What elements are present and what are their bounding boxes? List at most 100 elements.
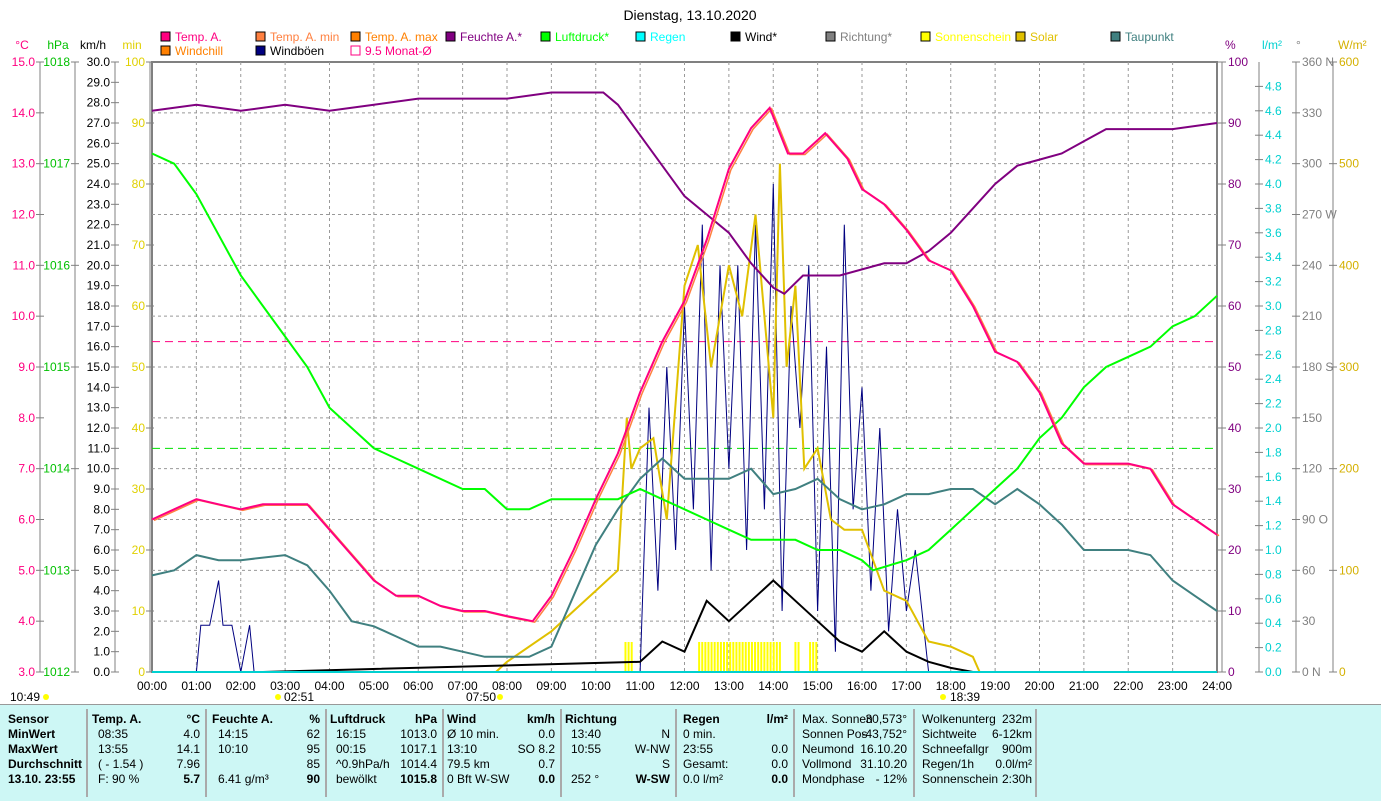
column-unit: % [265,711,320,727]
info-value: 232m [972,711,1032,727]
wind-tick-label: 17.0 [87,319,111,333]
rain-tick-label: 1.6 [1265,470,1282,484]
x-tick-label: 05:00 [359,679,389,693]
sun-icon [43,694,49,700]
rain-tick-label: 1.4 [1265,494,1282,508]
x-tick-label: 20:00 [1024,679,1054,693]
info-value: 900m [972,741,1032,757]
x-tick-label: 21:00 [1069,679,1099,693]
x-tick-label: 09:00 [536,679,566,693]
wind-tick-label: 22.0 [87,218,111,232]
chart-title: Dienstag, 13.10.2020 [623,7,756,23]
temp-tick-label: 12.0 [12,208,36,222]
sun_min-tick-label: 30 [132,482,146,496]
solar-tick-label: 300 [1339,360,1359,374]
legend-label: Temp. A. [175,30,222,44]
x-tick-label: 01:00 [181,679,211,693]
rain-tick-label: 0.0 [1265,665,1282,679]
info-value: 6-12km [972,726,1032,742]
pressure-axis-unit: hPa [47,38,69,52]
humidity-tick-label: 60 [1228,299,1242,313]
legend-label: Taupunkt [1125,30,1174,44]
rain-tick-label: 3.4 [1265,250,1282,264]
rain-tick-label: 4.4 [1265,128,1282,142]
legend-swatch [256,32,265,41]
temp-tick-label: 15.0 [12,55,36,69]
direction-tick-label: 210 [1302,309,1322,323]
cell-value: 14.1 [135,741,200,757]
wind-tick-label: 5.0 [93,563,110,577]
wind-tick-label: 29.0 [87,75,111,89]
temp-axis-unit: °C [15,38,29,52]
solar-tick-label: 400 [1339,258,1359,272]
direction-tick-label: 120 [1302,462,1322,476]
legend-swatch [161,46,170,55]
humidity-tick-label: 50 [1228,360,1242,374]
humidity-tick-label: 10 [1228,604,1242,618]
legend-swatch [256,46,265,55]
humidity-tick-label: 70 [1228,238,1242,252]
wind-tick-label: 28.0 [87,96,111,110]
wind-tick-label: 25.0 [87,157,111,171]
solar-tick-label: 200 [1339,462,1359,476]
x-tick-label: 16:00 [847,679,877,693]
wind-tick-label: 15.0 [87,360,111,374]
column-divider [325,709,327,797]
legend-label: Luftdruck* [555,30,609,44]
temp-tick-label: 13.0 [12,157,36,171]
x-tick-label: 11:00 [626,679,655,693]
info-value: 30,573° [847,711,907,727]
cell-value: 1013.0 [372,726,437,742]
info-value: - 12% [847,771,907,787]
column-divider [86,709,88,797]
cell-value: 1015.8 [372,771,437,787]
wind-tick-label: 30.0 [87,55,111,69]
sun_min-tick-label: 90 [132,116,146,130]
direction-tick-label: 270 W [1302,208,1337,222]
x-tick-label: 13:00 [714,679,744,693]
direction-tick-label: 60 [1302,563,1316,577]
x-tick-label: 04:00 [314,679,344,693]
x-tick-label: 02:00 [226,679,256,693]
sun-icon [940,694,946,700]
direction-tick-label: 30 [1302,614,1316,628]
wind-tick-label: 6.0 [93,543,110,557]
temp-tick-label: 3.0 [18,665,35,679]
rain-tick-label: 0.4 [1265,616,1282,630]
cell-value: 62 [255,726,320,742]
rain-tick-label: 3.0 [1265,299,1282,313]
rain-tick-label: 4.2 [1265,153,1282,167]
cell-value: 0.0 [723,771,788,787]
wind-tick-label: 13.0 [87,401,111,415]
sun_min-tick-label: 40 [132,421,146,435]
cell-value: W-NW [605,741,670,757]
legend-label: Temp. A. max [365,30,438,44]
pressure-tick-label: 1016 [43,258,70,272]
legend-swatch [1016,32,1025,41]
cell-value: 4.0 [135,726,200,742]
marker-sunset: 18:39 [950,690,980,704]
rain-tick-label: 2.6 [1265,348,1282,362]
x-tick-label: 24:00 [1202,679,1232,693]
cell-value: 0.7 [490,756,555,772]
column-unit: l/m² [733,711,788,727]
legend-label: Sonnenschein [935,30,1011,44]
wind-tick-label: 0.0 [93,665,110,679]
rain-tick-label: 1.2 [1265,519,1282,533]
x-tick-label: 08:00 [492,679,522,693]
wind-tick-label: 7.0 [93,523,110,537]
x-tick-label: 22:00 [1113,679,1143,693]
sun_min-tick-label: 50 [132,360,146,374]
x-tick-label: 23:00 [1158,679,1188,693]
column-divider [1035,709,1037,797]
sun_min-tick-label: 20 [132,543,146,557]
humidity-tick-label: 90 [1228,116,1242,130]
pressure-tick-label: 1017 [43,157,70,171]
direction-tick-label: 330 [1302,106,1322,120]
column-divider [560,709,562,797]
direction-tick-label: 180 S [1302,360,1333,374]
cell-value: 1014.4 [372,756,437,772]
cell-value: 5.7 [135,771,200,787]
column-divider [913,709,915,797]
